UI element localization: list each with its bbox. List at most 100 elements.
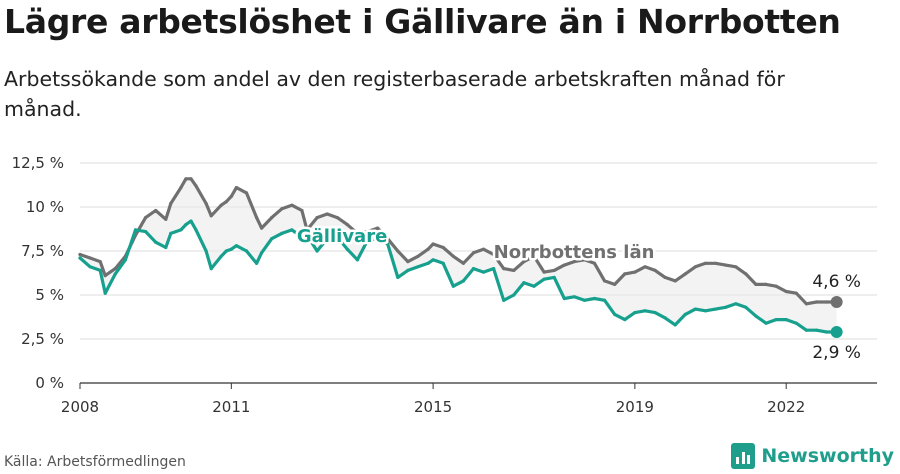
g-llivare-point [592,296,597,301]
g-llivare-point [441,261,445,265]
g-llivare-point [724,305,728,309]
g-llivare-point [562,296,566,301]
norrbottens-l-n-point [224,200,228,204]
norrbottens-l-n-point [492,252,496,257]
norrbottens-l-n-label: Norrbottens län [494,242,655,263]
g-llivare-point [280,231,284,235]
g-llivare-point [673,323,677,327]
norrbottens-l-n-point [280,207,284,211]
bar-chart-icon [731,443,756,469]
norrbottens-l-n-point [335,216,339,220]
norrbottens-l-n-point [532,254,536,258]
g-llivare-point [643,309,647,313]
g-llivare-point [386,242,390,246]
g-llivare-point [270,237,274,241]
g-llivare-point [103,291,107,295]
norrbottens-l-n-point [204,201,208,206]
g-llivare-point [113,272,117,276]
norrbottens-l-n-point [355,231,359,235]
norrbottens-l-n-point [244,191,249,195]
norrbottens-l-n-point [804,302,809,306]
norrbottens-l-n-point [481,247,486,251]
norrbottens-l-n-point [623,272,627,276]
g-llivare-point [693,307,698,311]
norrbottens-l-n-point [825,300,829,304]
g-llivare-point [603,298,607,302]
g-llivare-point [683,312,687,316]
norrbottens-l-n-point [426,247,430,251]
norrbottens-l-n-point [552,268,556,272]
norrbottens-l-n-point [542,270,546,274]
source-note: Källa: Arbetsförmedlingen [4,454,186,470]
g-llivare-point [189,219,193,223]
g-llivare-point [542,277,546,281]
norrbottens-l-n-point [164,217,168,221]
norrbottens-l-n-point [633,270,637,274]
norrbottens-l-n-point [714,261,718,265]
norrbottens-l-n-point [179,186,183,190]
g-llivare-point [345,247,349,251]
norrbottens-l-n-point [562,263,566,267]
g-llivare-point [451,284,455,288]
y-tick-label: 7,5 % [21,242,64,260]
brand-name: Newsworthy [761,445,894,467]
g-llivare-end-dot [830,325,843,338]
g-llivare-point [88,265,92,269]
y-tick-label: 0 % [35,374,64,392]
g-llivare-point [764,321,768,325]
g-llivare-point [224,249,228,253]
x-tick-label: 2015 [414,398,452,416]
g-llivare-point [164,245,168,250]
g-llivare-point [305,233,309,237]
norrbottens-l-n-point [814,300,819,304]
norrbottens-l-n-point [572,260,576,264]
norrbottens-l-n-point [663,275,667,279]
g-llivare-point [219,254,223,258]
g-llivare-point [481,270,486,274]
g-llivare-point [204,249,208,253]
norrbottens-l-n-point [144,216,148,220]
g-llivare-point [582,298,587,302]
g-llivare-point [184,223,188,227]
chart-subtitle: Arbetssökande som andel av den registerb… [4,67,785,121]
y-tick-label: 12,5 % [12,154,64,172]
norrbottens-l-n-point [365,230,370,234]
chart-title: Lägre arbetslöshet i Gällivare än i Norr… [4,2,841,41]
norrbottens-l-n-point [234,186,238,190]
g-llivare-point [492,267,496,271]
y-tick-label: 10 % [26,198,64,216]
g-llivare-point [325,237,329,241]
brand-logo: Newsworthy [731,443,894,469]
norrbottens-l-n-point [744,272,748,276]
norrbottens-l-n-point [794,291,798,295]
norrbottens-l-n-point [305,228,309,232]
norrbottens-l-n-point [724,263,728,267]
norrbottens-l-n-point [406,260,410,264]
norrbottens-l-n-point [189,177,193,181]
g-llivare-point [744,305,748,309]
g-llivare-point [714,307,718,311]
g-llivare-point [154,240,158,244]
norrbottens-l-n-point [113,267,117,271]
norrbottens-l-n-point [169,201,173,206]
g-llivare-point [355,258,359,262]
norrbottens-l-n-point [290,203,294,207]
g-llivare-label: Gällivare [297,226,387,247]
g-llivare-point [471,267,476,271]
norrbottens-l-n-point [396,249,400,253]
norrbottens-l-n-point [643,265,647,269]
norrbottens-l-n-point [300,208,304,213]
norrbottens-l-n-point [103,274,107,278]
norrbottens-l-n-point [78,252,82,257]
g-llivare-line [78,219,839,334]
norrbottens-l-n-point [219,203,223,207]
g-llivare-point [431,258,435,262]
gallivare-end-label: 2,9 % [812,343,861,363]
norrbottens-l-n-point [270,216,274,220]
norrbottens-l-n-point [522,260,526,264]
x-tick-label: 2022 [767,398,805,416]
g-llivare-point [179,228,183,232]
g-llivare-point [416,265,420,269]
norrbottens-l-n-point [754,282,758,286]
